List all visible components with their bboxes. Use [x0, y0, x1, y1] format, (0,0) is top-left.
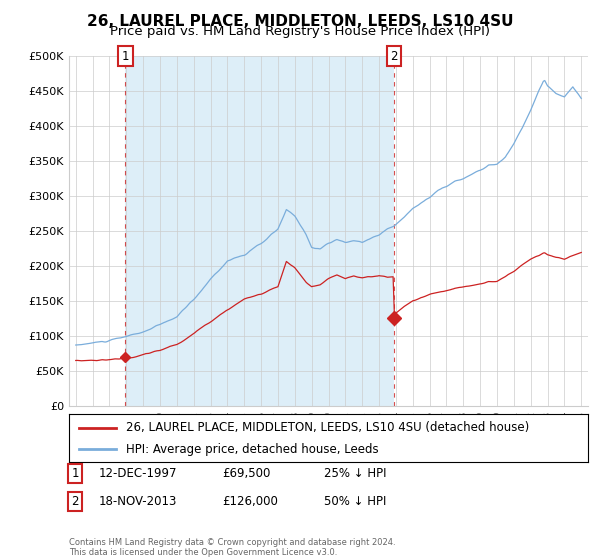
- Bar: [125, 56, 394, 406]
- Text: 26, LAUREL PLACE, MIDDLETON, LEEDS, LS10 4SU: 26, LAUREL PLACE, MIDDLETON, LEEDS, LS10…: [87, 14, 513, 29]
- Text: 26, LAUREL PLACE, MIDDLETON, LEEDS, LS10 4SU (detached house): 26, LAUREL PLACE, MIDDLETON, LEEDS, LS10…: [126, 421, 529, 434]
- Text: 12-DEC-1997: 12-DEC-1997: [99, 466, 178, 480]
- Text: 1: 1: [71, 466, 79, 480]
- Text: 50% ↓ HPI: 50% ↓ HPI: [324, 494, 386, 508]
- Text: Contains HM Land Registry data © Crown copyright and database right 2024.
This d: Contains HM Land Registry data © Crown c…: [69, 538, 395, 557]
- Text: Price paid vs. HM Land Registry's House Price Index (HPI): Price paid vs. HM Land Registry's House …: [110, 25, 490, 38]
- Text: 18-NOV-2013: 18-NOV-2013: [99, 494, 178, 508]
- Text: 2: 2: [71, 494, 79, 508]
- Text: £69,500: £69,500: [222, 466, 271, 480]
- Text: 2: 2: [390, 49, 398, 63]
- Text: £126,000: £126,000: [222, 494, 278, 508]
- Text: 1: 1: [122, 49, 129, 63]
- Text: 25% ↓ HPI: 25% ↓ HPI: [324, 466, 386, 480]
- Text: HPI: Average price, detached house, Leeds: HPI: Average price, detached house, Leed…: [126, 442, 379, 456]
